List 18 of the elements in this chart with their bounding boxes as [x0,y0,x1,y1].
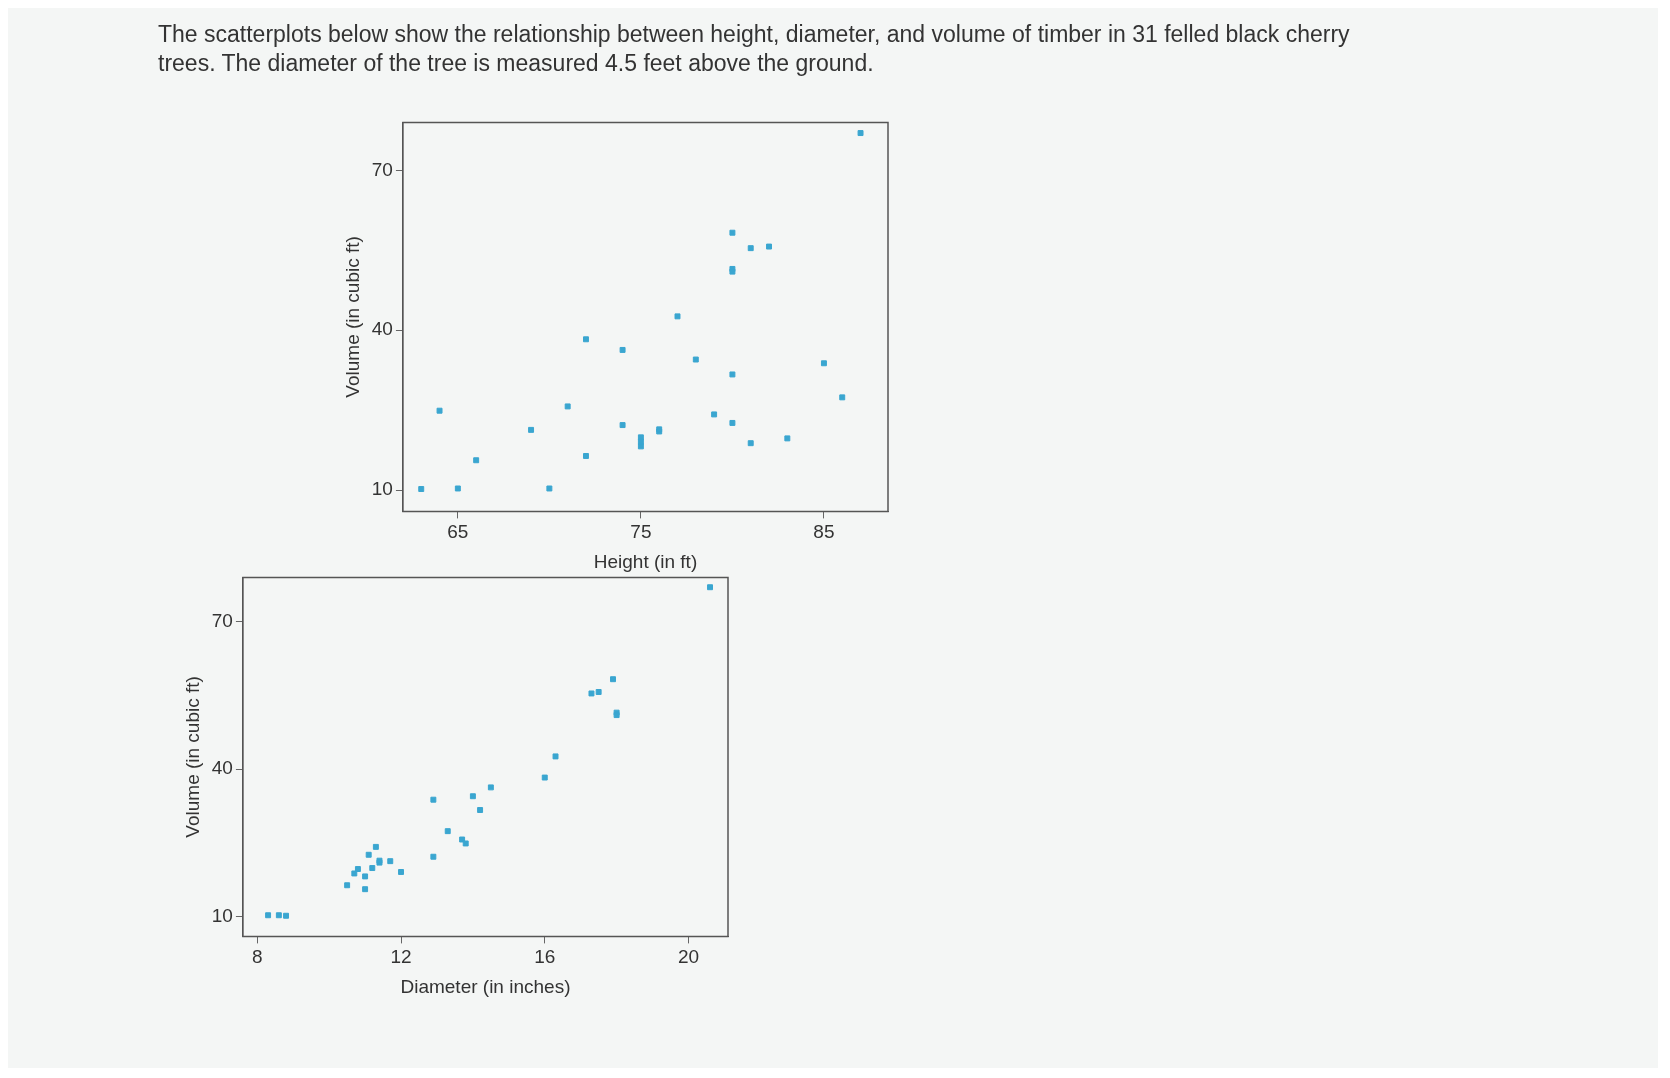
x-axis-title: Height (in ft) [593,550,698,572]
x-tick-label: 12 [390,946,412,968]
y-tick-label: 10 [371,478,393,500]
chart-title: The scatterplots below show the relationship between height, diameter, and volume of timber in 31 felled black cherry trees. The diameter of the tree is measured 4.5 feet above the ground. [158,20,1351,78]
y-tick-label: 10 [211,904,233,926]
x-tick-label: 75 [630,521,652,543]
x-tick-label: 65 [447,521,469,543]
y-tick-label: 70 [211,609,233,631]
y-axis-title: Volume (in cubic ft) [181,676,203,838]
y-tick-label: 40 [211,757,233,779]
x-tick-label: 85 [813,521,835,543]
x-tick-label: 8 [252,946,263,968]
x-tick-label: 16 [534,946,556,968]
y-tick-label: 40 [371,318,393,340]
y-tick-label: 70 [371,158,393,180]
y-axis-title: Volume (in cubic ft) [341,236,363,398]
x-tick-label: 20 [677,946,700,968]
x-axis-title: Diameter (in inches) [400,975,571,997]
